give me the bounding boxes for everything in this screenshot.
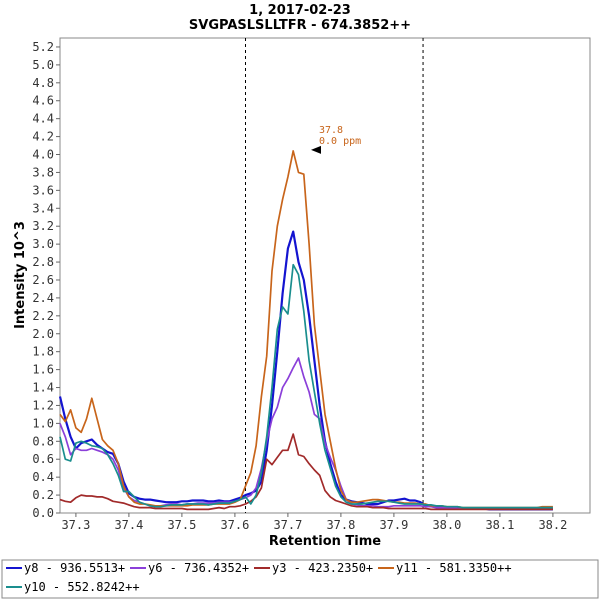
- y-tick-label: 2.8: [32, 255, 54, 269]
- chart-title: 1, 2017-02-23: [249, 3, 351, 18]
- y-tick-label: 3.0: [32, 237, 54, 251]
- x-tick-label: 38.1: [485, 518, 514, 532]
- series-line: [59, 433, 553, 511]
- y-tick-label: 0.4: [32, 470, 54, 484]
- y-tick-label: 2.0: [32, 327, 54, 341]
- y-tick-label: 0.8: [32, 434, 54, 448]
- y-tick-label: 0.0: [32, 506, 54, 520]
- legend-entry: y11 - 581.3350++: [396, 561, 512, 575]
- x-tick-label: 37.3: [61, 518, 90, 532]
- x-tick-label: 37.6: [220, 518, 249, 532]
- y-tick-label: 5.0: [32, 58, 54, 72]
- series-lines: [58, 150, 553, 511]
- legend-entry: y3 - 423.2350+: [272, 561, 373, 575]
- y-tick-label: 0.2: [32, 488, 54, 502]
- peak-marker-arrow: [311, 145, 321, 154]
- y-axis: 0.0 0.2 0.4 0.6 0.8 1.0 1.2 1.4 1.6 1.8 2.0 2.2 2.4 2…: [32, 40, 60, 520]
- legend-entry: y8 - 936.5513+: [24, 561, 125, 575]
- y-axis-label: Intensity 10^3: [13, 221, 28, 329]
- series-line: [59, 263, 553, 509]
- y-tick-label: 3.2: [32, 219, 54, 233]
- x-tick-label: 38.2: [538, 518, 567, 532]
- y-tick-label: 1.4: [32, 381, 54, 395]
- legend-items: y8 - 936.5513+ y6 - 736.4352+ y3 - 423.235…: [6, 561, 512, 594]
- y-tick-label: 3.4: [32, 201, 54, 215]
- y-tick-label: 1.0: [32, 416, 54, 430]
- y-tick-label: 5.2: [32, 40, 54, 54]
- y-tick-label: 3.8: [32, 165, 54, 179]
- y-tick-label: 4.4: [32, 112, 54, 126]
- x-tick-label: 37.4: [114, 518, 143, 532]
- y-tick-label: 2.2: [32, 309, 54, 323]
- y-tick-label: 0.6: [32, 452, 54, 466]
- y-tick-label: 4.2: [32, 130, 54, 144]
- y-tick-label: 2.4: [32, 291, 54, 305]
- peak-ppm-label: 0.0 ppm: [319, 136, 361, 147]
- legend-entry: y6 - 736.4352+: [148, 561, 249, 575]
- x-axis-label: Retention Time: [269, 534, 381, 549]
- y-tick-label: 4.6: [32, 94, 54, 108]
- chart-subtitle: SVGPASLSLLTFR - 674.3852++: [189, 18, 411, 33]
- x-axis: 37.3 37.4 37.5 37.6 37.7 37.8 37.9 38.0 38.1 38.2: [61, 513, 567, 532]
- y-tick-label: 1.2: [32, 398, 54, 412]
- peak-rt-label: 37.8: [319, 125, 343, 136]
- y-tick-label: 2.6: [32, 273, 54, 287]
- x-tick-label: 37.7: [273, 518, 302, 532]
- peak-annotation: 37.80.0 ppm: [311, 125, 361, 154]
- y-tick-label: 4.8: [32, 76, 54, 90]
- x-tick-label: 37.9: [379, 518, 408, 532]
- y-tick-label: 4.0: [32, 148, 54, 162]
- x-tick-label: 37.8: [326, 518, 355, 532]
- y-tick-label: 1.6: [32, 363, 54, 377]
- integration-boundaries: [245, 38, 424, 513]
- x-tick-label: 38.0: [432, 518, 461, 532]
- legend: [1, 559, 599, 599]
- x-tick-label: 37.5: [167, 518, 196, 532]
- legend-entry: y10 - 552.8242++: [24, 580, 140, 594]
- y-tick-label: 1.8: [32, 345, 54, 359]
- y-tick-label: 3.6: [32, 183, 54, 197]
